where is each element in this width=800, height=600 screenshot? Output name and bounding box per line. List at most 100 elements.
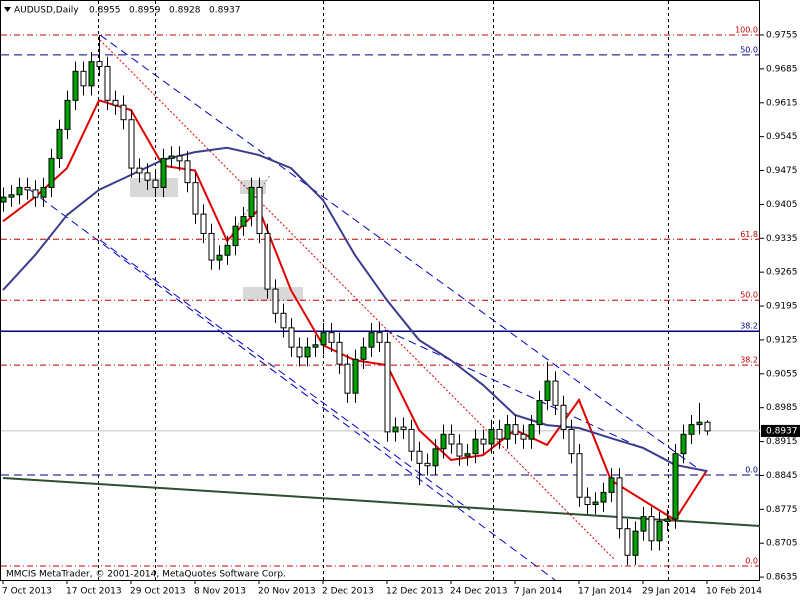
candle-body: [576, 453, 583, 498]
price-box-label: 0.8937: [766, 426, 798, 436]
candle-body: [672, 453, 679, 520]
candle-body: [240, 216, 247, 227]
candle-body: [152, 179, 159, 188]
fib-label: 38.2: [740, 356, 758, 365]
candle-body: [664, 518, 671, 522]
x-tick-label: 12 Dec 2013: [386, 587, 444, 597]
y-tick-label: 0.8915: [766, 437, 798, 447]
candle-body: [88, 61, 95, 87]
candle-body: [632, 530, 639, 556]
x-tick-label: 20 Nov 2013: [258, 587, 316, 597]
candle-body: [520, 433, 527, 440]
candle-body: [432, 448, 439, 467]
candle-body: [184, 160, 191, 184]
candle-body: [120, 104, 127, 121]
candle-body: [96, 61, 103, 67]
chart-title: AUDUSD,Daily: [14, 6, 79, 16]
header-open: 0.8955: [89, 6, 121, 16]
candle-body: [496, 428, 503, 440]
candle-body: [648, 516, 655, 542]
candle-body: [384, 341, 391, 433]
candle-body: [8, 194, 15, 198]
candle-body: [592, 501, 599, 505]
candle-body: [528, 424, 535, 440]
candle-body: [408, 428, 415, 452]
y-tick-label: 0.8635: [766, 573, 798, 583]
candle-body: [536, 399, 543, 426]
fib-label: 0.0: [745, 465, 758, 474]
y-tick-label: 0.9335: [766, 234, 798, 244]
channel-line: [29, 189, 556, 581]
candle-body: [176, 155, 183, 162]
candle-body: [200, 213, 207, 234]
fib-label: 100.0: [735, 26, 758, 35]
candle-body: [480, 438, 487, 445]
candle-body: [472, 438, 479, 455]
candle-body: [584, 496, 591, 505]
candle-body: [160, 157, 167, 188]
candle-body: [56, 128, 63, 159]
candle-body: [24, 186, 31, 191]
y-tick-label: 0.9685: [766, 64, 798, 74]
y-tick-label: 0.9755: [766, 31, 798, 41]
candle-body: [368, 332, 375, 348]
candle-body: [448, 433, 455, 445]
candle-body: [568, 428, 575, 455]
candle-body: [232, 225, 239, 247]
x-tick-label: 29 Oct 2013: [130, 587, 186, 597]
moving-average: [2, 146, 708, 473]
candle-body: [336, 341, 343, 365]
y-tick-label: 0.8705: [766, 539, 798, 549]
candle-body: [424, 462, 431, 467]
candle-body: [400, 426, 407, 430]
y-tick-label: 0.8985: [766, 403, 798, 413]
candle-body: [144, 172, 151, 181]
candle-body: [224, 245, 231, 256]
candle-body: [72, 70, 79, 101]
candle-body: [640, 516, 647, 532]
y-tick-label: 0.9125: [766, 335, 798, 345]
candle-body: [216, 254, 223, 261]
plot-frame: [0, 0, 760, 581]
x-tick-label: 24 Dec 2013: [450, 587, 508, 597]
candle-body: [288, 327, 295, 348]
x-tick-label: 17 Jan 2014: [578, 587, 632, 597]
candle-body: [704, 421, 711, 432]
candle-body: [624, 528, 631, 556]
x-tick-label: 8 Nov 2013: [194, 587, 246, 597]
header-close: 0.8937: [209, 6, 241, 16]
candle-body: [616, 477, 623, 530]
candle-body: [104, 65, 111, 101]
candle-body: [248, 186, 255, 218]
axis: 0.9755 0.9685 0.9615 0.9545 0.9475 0.9405 0.93…: [2, 31, 800, 597]
price-box: [761, 424, 800, 437]
y-tick-label: 0.9405: [766, 200, 798, 210]
candle-body: [608, 477, 615, 493]
fib-label: 61.8: [740, 230, 758, 239]
candle-body: [456, 443, 463, 457]
candle-body: [696, 421, 703, 426]
support-line: [2, 477, 761, 527]
y-tick-label: 0.9615: [766, 98, 798, 108]
copyright: MMCIS MetaTrader, © 2001-2014, MetaQuote…: [6, 570, 286, 580]
candle-body: [168, 155, 175, 159]
candle-body: [352, 358, 359, 394]
candle-body: [560, 404, 567, 430]
candle-body: [544, 380, 551, 401]
y-tick-label: 0.9265: [766, 268, 798, 278]
candle-body: [32, 189, 39, 198]
candles: [0, 35, 711, 565]
y-tick-label: 0.9055: [766, 369, 798, 379]
candle-body: [360, 346, 367, 360]
x-tick-label: 7 Oct 2013: [2, 587, 52, 597]
channel-line: [99, 34, 701, 471]
x-tick-label: 29 Jan 2014: [642, 587, 696, 597]
x-tick-label: 10 Feb 2014: [706, 587, 762, 597]
candle-body: [552, 380, 559, 406]
candle-body: [112, 99, 119, 106]
candle-body: [440, 433, 447, 450]
candle-body: [208, 232, 215, 261]
candle-body: [504, 424, 511, 440]
candle-body: [320, 332, 327, 346]
